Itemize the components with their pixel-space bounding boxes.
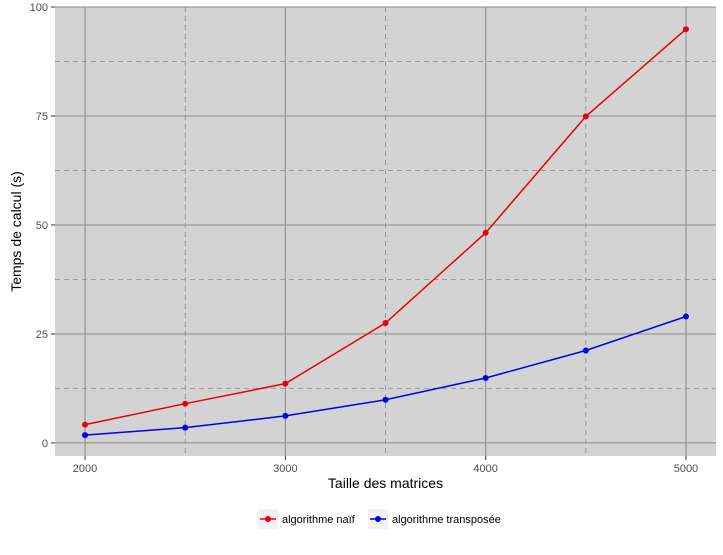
series-point-1 <box>482 374 489 381</box>
x-axis-ticks: 2000 3000 4000 5000 <box>73 456 698 475</box>
x-tick-label: 4000 <box>473 463 497 475</box>
legend-key-point <box>375 516 381 522</box>
series-point-1 <box>82 432 89 439</box>
series-point-0 <box>282 380 289 387</box>
y-tick-label: 50 <box>36 220 48 232</box>
legend-label: algorithme transposée <box>392 514 501 526</box>
y-tick-label: 25 <box>36 329 48 341</box>
legend-label: algorithme naïf <box>282 514 356 526</box>
y-tick-label: 75 <box>36 111 48 123</box>
series-point-1 <box>382 396 389 403</box>
series-point-0 <box>682 26 689 33</box>
series-point-0 <box>482 229 489 236</box>
y-axis-ticks: 0 25 50 75 100 <box>30 2 55 450</box>
series-group <box>82 26 689 439</box>
series-point-0 <box>182 400 189 407</box>
x-tick-label: 2000 <box>73 463 97 475</box>
legend-key-point <box>265 516 271 522</box>
legend: algorithme naïf algorithme transposée <box>258 509 501 529</box>
series-point-1 <box>182 424 189 431</box>
series-point-1 <box>582 347 589 354</box>
y-axis-title: Temps de calcul (s) <box>8 171 24 292</box>
series-point-1 <box>282 412 289 419</box>
x-tick-label: 3000 <box>273 463 297 475</box>
series-point-0 <box>582 113 589 120</box>
x-tick-label: 5000 <box>674 463 698 475</box>
y-tick-label: 0 <box>42 438 48 450</box>
series-point-1 <box>682 313 689 320</box>
series-point-0 <box>82 421 89 428</box>
x-axis-title: Taille des matrices <box>328 475 443 491</box>
series-point-0 <box>382 320 389 327</box>
y-tick-label: 100 <box>30 2 48 14</box>
